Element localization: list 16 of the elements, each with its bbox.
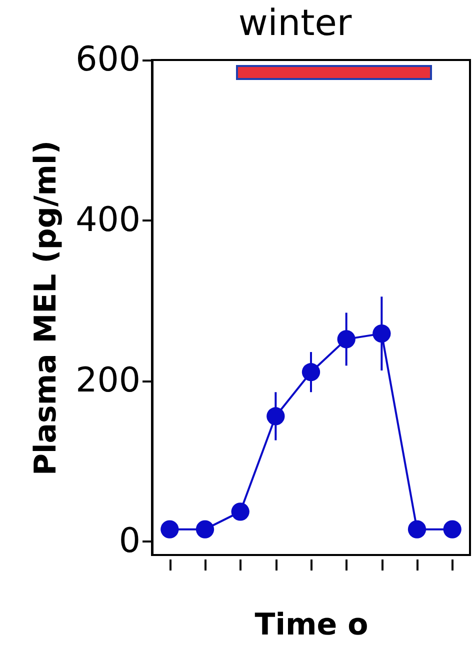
y-tick-label: 600: [76, 40, 140, 80]
point: [372, 324, 391, 343]
chart-title: winter: [237, 3, 353, 44]
x-axis-title: Time o: [254, 608, 368, 642]
point: [443, 520, 462, 538]
y-tick-label: 200: [76, 360, 140, 400]
point: [231, 502, 250, 521]
point: [266, 407, 285, 426]
point: [302, 363, 320, 382]
y-tick-label: 400: [76, 200, 140, 240]
point: [337, 330, 356, 348]
point: [408, 520, 426, 538]
point: [196, 520, 214, 538]
y-tick-label: 0: [118, 520, 140, 561]
y-axis-title: Plasma MEL (pg/ml): [28, 140, 64, 476]
point: [160, 520, 179, 538]
